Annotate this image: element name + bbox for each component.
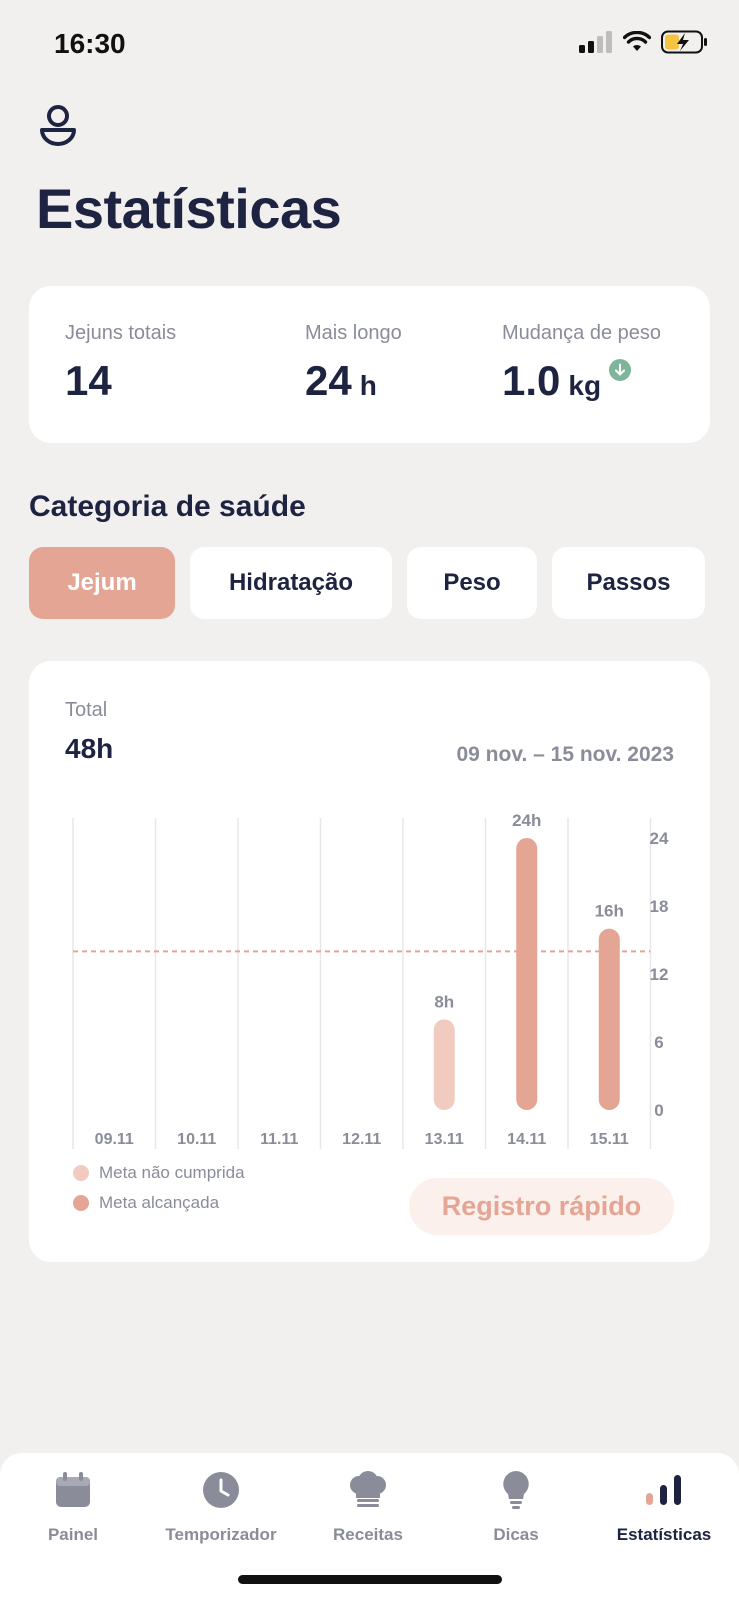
status-time: 16:30 (54, 28, 126, 59)
clock-icon (203, 1472, 239, 1508)
x-tick-label: 11.11 (260, 1131, 298, 1148)
nav-item-tips[interactable]: Dicas (441, 1465, 591, 1545)
nav-label: Temporizador (165, 1525, 277, 1544)
tab-fasting[interactable]: Jejum (29, 547, 175, 619)
wifi-icon (623, 31, 651, 51)
battery-charging-icon (661, 30, 707, 54)
stat-weight-change: Mudança de peso 1.0 kg (502, 322, 661, 405)
date-range[interactable]: 09 nov. – 15 nov. 2023 (456, 743, 674, 766)
summary-card: Jejuns totais 14 Mais longo 24 h Mudança… (29, 286, 710, 443)
y-tick-label: 24 (650, 829, 669, 848)
nav-label: Dicas (493, 1525, 539, 1544)
nav-label: Receitas (333, 1525, 403, 1544)
page-title: Estatísticas (36, 177, 342, 240)
tab-weight[interactable]: Peso (407, 547, 537, 619)
fasting-bar-chart: 09.11 10.11 11.11 12.11 8h 13.11 24h 14.11 16h 15… (72, 811, 669, 1149)
legend-label: Meta não cumprida (99, 1163, 245, 1182)
x-tick-label: 09.11 (95, 1131, 134, 1148)
stat-value: 1.0 (502, 357, 561, 404)
nav-item-timer[interactable]: Temporizador (146, 1465, 296, 1545)
bar-chart-icon (646, 1475, 681, 1505)
chart-card: Total 48h 09 nov. – 15 nov. 2023 09.11 10… (29, 661, 710, 1262)
data-label: 16h (595, 902, 624, 921)
x-tick-label: 10.11 (177, 1131, 216, 1148)
stat-total-fasts: Jejuns totais 14 (65, 322, 176, 405)
chart-legend: Meta não cumprida Meta alcançada (73, 1158, 245, 1218)
x-tick-label: 15.11 (590, 1131, 629, 1148)
section-title: Categoria de saúde (29, 490, 306, 523)
status-bar: 16:30 (0, 0, 739, 90)
arrow-down-icon (609, 359, 632, 381)
stat-unit: h (359, 370, 377, 401)
nav-label: Painel (47, 1525, 99, 1544)
total-label: Total (65, 699, 108, 721)
bar (516, 838, 538, 1110)
nav-item-recipes[interactable]: Receitas (293, 1465, 443, 1545)
y-tick-label: 18 (650, 897, 669, 916)
chef-hat-icon (350, 1471, 386, 1507)
nav-item-statistics[interactable]: Estatísticas (589, 1465, 739, 1545)
data-label: 24h (512, 811, 541, 830)
y-tick-label: 6 (654, 1033, 663, 1052)
legend-dot-icon (73, 1165, 89, 1181)
quick-log-button[interactable]: Registro rápido (409, 1178, 674, 1235)
stat-label: Jejuns totais (65, 322, 177, 344)
y-tick-label: 0 (654, 1101, 663, 1120)
calendar-icon (56, 1472, 90, 1507)
legend-label: Meta alcançada (99, 1193, 220, 1212)
data-label: 8h (434, 992, 454, 1011)
stat-label: Mais longo (305, 322, 402, 344)
nav-label: Estatísticas (616, 1525, 712, 1544)
y-tick-label: 12 (650, 965, 669, 984)
stat-longest-fast: Mais longo 24 h (305, 322, 402, 405)
tab-steps[interactable]: Passos (552, 547, 705, 619)
x-tick-label: 14.11 (507, 1131, 546, 1148)
profile-icon[interactable] (38, 104, 78, 146)
stat-value: 14 (65, 357, 112, 404)
tab-hydration[interactable]: Hidratação (190, 547, 392, 619)
nav-item-dashboard[interactable]: Painel (0, 1465, 148, 1545)
lightbulb-icon (503, 1471, 529, 1509)
legend-dot-icon (73, 1195, 89, 1211)
x-tick-label: 12.11 (342, 1131, 381, 1148)
legend-item-goal-not-met: Meta não cumprida (73, 1158, 245, 1188)
status-icons (579, 30, 709, 54)
x-tick-label: 13.11 (425, 1131, 464, 1148)
stat-unit: kg (568, 370, 602, 401)
legend-item-goal-met: Meta alcançada (73, 1188, 245, 1218)
home-indicator (238, 1575, 502, 1584)
bar (598, 928, 620, 1110)
cellular-signal-icon (579, 31, 612, 53)
total-value: 48h (65, 733, 114, 764)
bar (433, 1019, 455, 1110)
stat-value: 24 (305, 357, 352, 404)
stat-label: Mudança de peso (502, 322, 662, 344)
